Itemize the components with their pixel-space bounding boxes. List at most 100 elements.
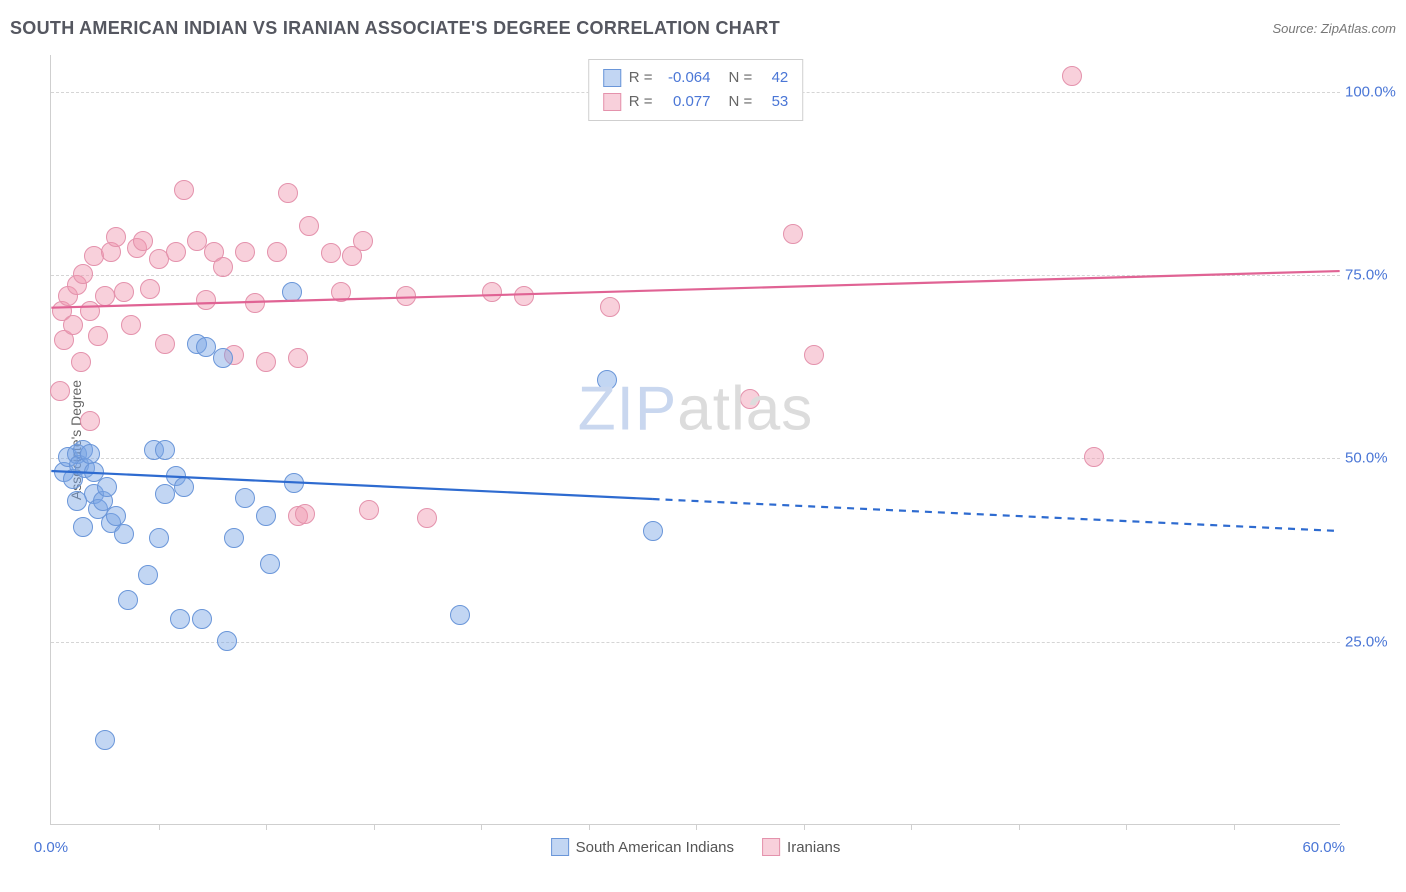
pink-point (353, 231, 373, 251)
pink-point (88, 326, 108, 346)
chart-title: SOUTH AMERICAN INDIAN VS IRANIAN ASSOCIA… (10, 18, 780, 39)
pink-point (396, 286, 416, 306)
x-tick (1126, 824, 1127, 830)
x-axis-min-label: 0.0% (34, 839, 68, 856)
legend-swatch (603, 93, 621, 111)
watermark-atlas: atlas (677, 374, 813, 443)
legend-series-item: South American Indians (551, 838, 734, 856)
pink-point (299, 216, 319, 236)
pink-point (295, 504, 315, 524)
pink-point (804, 345, 824, 365)
x-tick (266, 824, 267, 830)
pink-point (114, 282, 134, 302)
legend-n-value: 53 (760, 90, 788, 114)
blue-point (235, 488, 255, 508)
blue-point (67, 491, 87, 511)
blue-point (643, 521, 663, 541)
grid-line (51, 642, 1340, 643)
pink-point (121, 315, 141, 335)
pink-point (106, 227, 126, 247)
x-axis-max-label: 60.0% (1302, 839, 1345, 856)
pink-point (245, 293, 265, 313)
pink-point (133, 231, 153, 251)
pink-point (95, 286, 115, 306)
x-tick (374, 824, 375, 830)
blue-point (217, 631, 237, 651)
pink-point (514, 286, 534, 306)
pink-point (278, 183, 298, 203)
legend-series-item: Iranians (762, 838, 840, 856)
legend-r-label: R = (629, 66, 653, 90)
pink-point (63, 315, 83, 335)
pink-point (417, 508, 437, 528)
plot-area: Associate's Degree ZIPatlas R =-0.064N =… (50, 55, 1340, 825)
blue-point (80, 444, 100, 464)
blue-point (256, 506, 276, 526)
pink-point (71, 352, 91, 372)
blue-point (260, 554, 280, 574)
blue-point (450, 605, 470, 625)
blue-point (73, 517, 93, 537)
y-tick-label: 50.0% (1345, 450, 1400, 467)
blue-point (213, 348, 233, 368)
pink-point (1084, 447, 1104, 467)
legend-n-value: 42 (760, 66, 788, 90)
legend-stat-row: R =-0.064N =42 (603, 66, 789, 90)
x-tick (804, 824, 805, 830)
y-tick-label: 75.0% (1345, 267, 1400, 284)
pink-point (166, 242, 186, 262)
blue-point (155, 440, 175, 460)
legend-series-label: South American Indians (576, 839, 734, 856)
pink-point (1062, 66, 1082, 86)
pink-point (155, 334, 175, 354)
blue-point (155, 484, 175, 504)
blue-point (97, 477, 117, 497)
legend-correlation-box: R =-0.064N =42R =0.077N =53 (588, 59, 804, 121)
x-tick (589, 824, 590, 830)
pink-point (783, 224, 803, 244)
legend-swatch (603, 69, 621, 87)
title-bar: SOUTH AMERICAN INDIAN VS IRANIAN ASSOCIA… (10, 18, 1396, 39)
legend-r-label: R = (629, 90, 653, 114)
pink-point (174, 180, 194, 200)
pink-point (288, 348, 308, 368)
trend-lines-layer (51, 55, 1340, 824)
pink-point (359, 500, 379, 520)
blue-point (597, 370, 617, 390)
trend-line (51, 471, 652, 499)
pink-point (140, 279, 160, 299)
pink-point (196, 290, 216, 310)
blue-point (118, 590, 138, 610)
pink-point (740, 389, 760, 409)
y-tick-label: 100.0% (1345, 83, 1400, 100)
x-tick (159, 824, 160, 830)
blue-point (138, 565, 158, 585)
x-tick (481, 824, 482, 830)
blue-point (149, 528, 169, 548)
pink-point (80, 301, 100, 321)
blue-point (284, 473, 304, 493)
trend-line (653, 499, 1340, 531)
source-attribution: Source: ZipAtlas.com (1272, 21, 1396, 36)
pink-point (213, 257, 233, 277)
x-tick (696, 824, 697, 830)
pink-point (235, 242, 255, 262)
pink-point (256, 352, 276, 372)
blue-point (95, 730, 115, 750)
grid-line (51, 275, 1340, 276)
pink-point (73, 264, 93, 284)
pink-point (267, 242, 287, 262)
x-tick (1019, 824, 1020, 830)
pink-point (482, 282, 502, 302)
blue-point (114, 524, 134, 544)
legend-r-value: 0.077 (661, 90, 711, 114)
legend-series-label: Iranians (787, 839, 840, 856)
blue-point (106, 506, 126, 526)
legend-swatch (762, 838, 780, 856)
blue-point (170, 609, 190, 629)
legend-stat-row: R =0.077N =53 (603, 90, 789, 114)
pink-point (321, 243, 341, 263)
pink-point (50, 381, 70, 401)
pink-point (600, 297, 620, 317)
pink-point (80, 411, 100, 431)
